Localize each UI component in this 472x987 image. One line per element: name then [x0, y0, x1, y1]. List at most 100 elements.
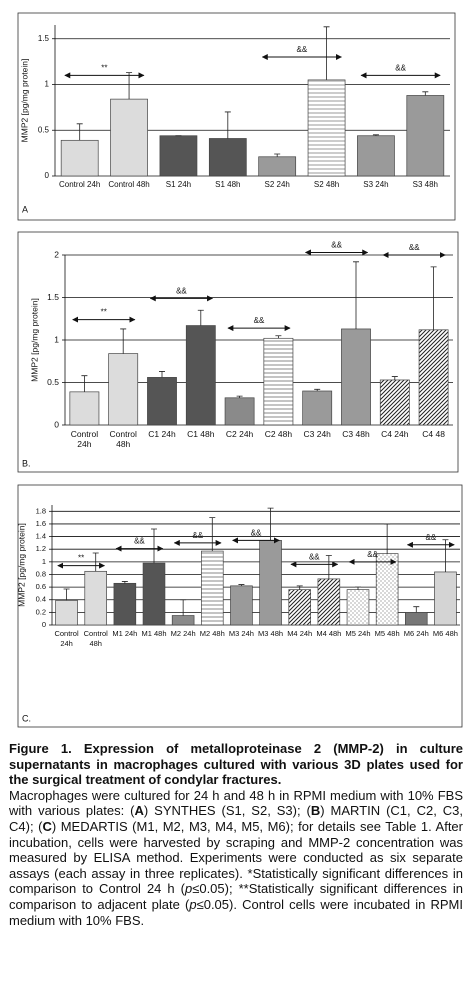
- bar: [434, 571, 457, 626]
- bar: [418, 329, 449, 426]
- error-bar: [325, 555, 332, 579]
- x-tick-label: M6 48h: [432, 629, 458, 638]
- panel-label: B.: [22, 458, 31, 468]
- panel-label: A: [22, 204, 28, 214]
- bar: [357, 135, 395, 177]
- x-tick-label: M1 48h: [141, 629, 167, 638]
- caption-text: ) MARTIN (C1, C2, C3, C4); (: [9, 803, 463, 834]
- bar: [346, 589, 370, 626]
- bar: [69, 391, 100, 426]
- error-bar: [209, 517, 216, 552]
- bar: [208, 138, 247, 177]
- caption-text: A: [134, 803, 144, 819]
- x-tick-label: S2 48h: [313, 180, 340, 189]
- x-tick-label: S2 24h: [264, 180, 290, 189]
- panel-frame: [17, 12, 456, 221]
- x-tick-label: C3 24h: [303, 429, 331, 439]
- y-tick-label: 0.4: [36, 595, 46, 604]
- error-bar: [353, 261, 359, 329]
- significance-label: &&: [251, 528, 262, 537]
- x-tick-label: Control 48h: [108, 180, 150, 189]
- error-bar: [384, 523, 391, 554]
- bar: [147, 377, 177, 426]
- x-tick-label: Control 24h: [54, 629, 79, 648]
- significance-label: &&: [254, 316, 265, 325]
- error-bar: [151, 528, 157, 564]
- bar: [379, 379, 410, 426]
- y-axis-label: MMP2 [pg/mg protein]: [29, 298, 39, 382]
- y-tick-label: 1.5: [47, 292, 59, 302]
- x-tick-label: M5 48h: [374, 629, 400, 638]
- y-tick-label: 0.2: [36, 607, 46, 616]
- x-tick-label: Control 48h: [109, 429, 137, 449]
- caption: Figure 1. Expression of metalloproteinas…: [9, 741, 463, 928]
- bar: [185, 325, 216, 426]
- significance-label: &&: [192, 531, 203, 540]
- significance-label: &&: [297, 45, 308, 54]
- y-tick-label: 2: [54, 249, 59, 259]
- x-tick-label: M5 24h: [345, 629, 371, 638]
- x-tick-label: S3 48h: [412, 180, 438, 189]
- y-tick-label: 0.5: [38, 125, 50, 134]
- caption-text: p: [189, 896, 197, 912]
- x-tick-label: C2 24h: [225, 429, 254, 439]
- panel-frame: [17, 231, 459, 473]
- caption-text: C: [42, 818, 52, 834]
- caption-title: Figure 1. Expression of metalloproteinas…: [9, 741, 463, 788]
- error-bar: [430, 266, 437, 330]
- error-bar: [391, 376, 398, 380]
- bar: [60, 139, 99, 177]
- bar: [307, 79, 346, 177]
- error-bar: [180, 599, 187, 616]
- x-tick-label: C4 24h: [381, 429, 409, 439]
- y-tick-label: 1: [42, 557, 46, 566]
- x-tick-label: C4 48: [422, 429, 445, 439]
- significance-label: &&: [331, 241, 342, 250]
- bar: [171, 615, 195, 626]
- error-bar: [224, 111, 231, 139]
- significance-label: &&: [426, 533, 437, 542]
- y-tick-label: 1.8: [36, 506, 46, 515]
- bar: [201, 550, 224, 626]
- x-tick-label: C2 48h: [264, 429, 293, 439]
- significance-label: &&: [134, 537, 145, 546]
- bar: [55, 600, 78, 626]
- caption-text: ) SYNTHES (S1, S2, S3); (: [143, 803, 311, 819]
- y-tick-label: 1.4: [36, 532, 46, 541]
- y-tick-label: 0: [42, 620, 46, 629]
- bar: [224, 397, 255, 426]
- error-bar: [355, 586, 361, 590]
- caption-text: B: [310, 803, 321, 819]
- x-tick-label: Control 24h: [59, 180, 101, 189]
- x-tick-label: C1 48h: [187, 429, 215, 439]
- error-bar: [126, 72, 133, 100]
- x-tick-label: C1 24h: [148, 429, 176, 439]
- x-tick-label: S3 24h: [363, 180, 389, 189]
- y-axis-label: MMP2 [pg/mg protein]: [19, 59, 29, 143]
- significance-label: &&: [395, 63, 406, 72]
- x-tick-label: M4 24h: [287, 629, 313, 638]
- bar: [302, 390, 333, 426]
- significance-label: &&: [176, 286, 187, 295]
- error-bar: [323, 26, 330, 80]
- y-tick-label: 0.8: [36, 569, 46, 578]
- error-bar: [413, 606, 420, 613]
- y-tick-label: 0: [45, 171, 50, 180]
- bar: [84, 570, 107, 626]
- caption-text: Macrophages were cultured for 24 h and 4…: [9, 787, 463, 819]
- x-tick-label: S1 48h: [215, 180, 241, 189]
- bar: [317, 578, 341, 626]
- error-bar: [238, 584, 245, 586]
- bar: [375, 553, 399, 626]
- significance-label: **: [101, 308, 107, 317]
- bar: [288, 589, 311, 626]
- bar: [142, 562, 166, 626]
- y-tick-label: 1.2: [36, 544, 46, 553]
- x-tick-label: Control 24h: [70, 429, 99, 449]
- bar: [258, 156, 297, 177]
- y-tick-label: 1: [45, 80, 50, 89]
- significance-label: **: [101, 63, 107, 72]
- x-tick-label: M2 24h: [170, 629, 196, 638]
- error-bar: [197, 309, 204, 326]
